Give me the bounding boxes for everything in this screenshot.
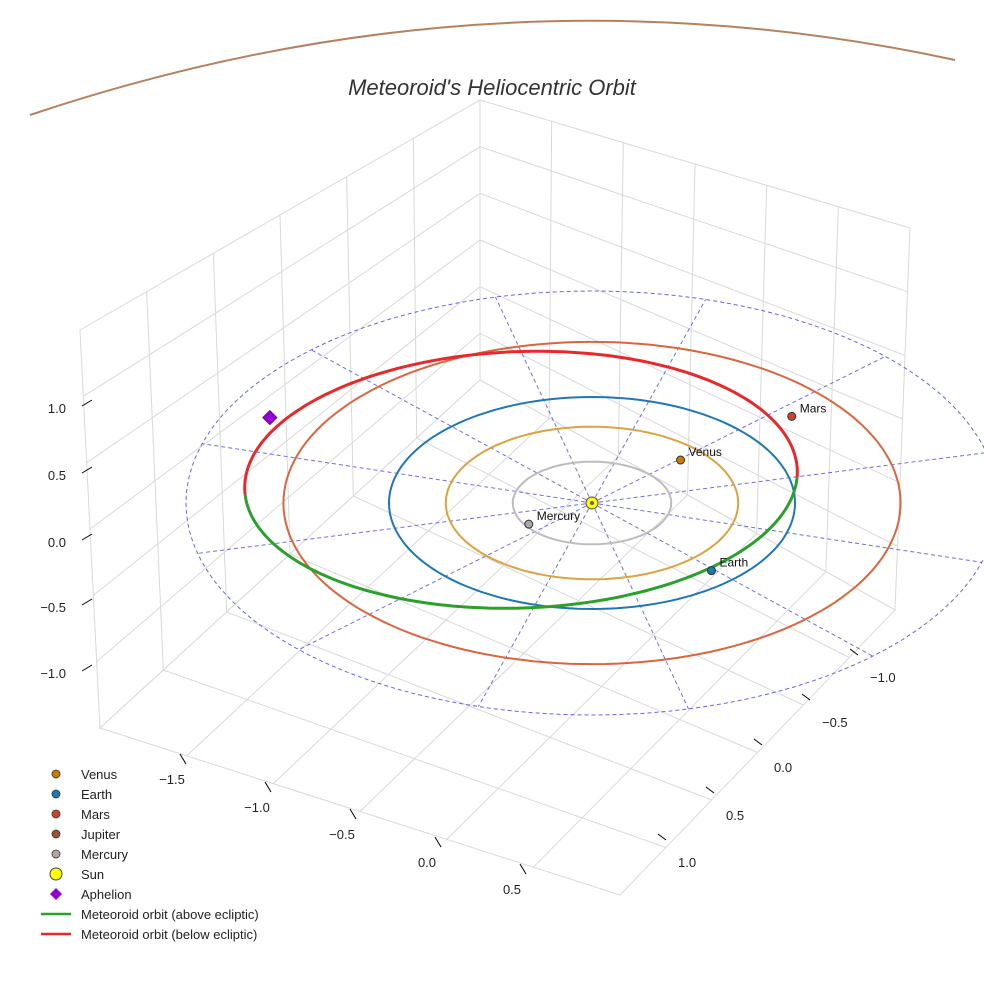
z-tick (81, 598, 93, 606)
y-tick (657, 833, 667, 841)
z-tick-label: 0.0 (48, 535, 66, 550)
y-tick (705, 786, 715, 794)
x-tick-label: 0.5 (503, 882, 521, 897)
planet-label-mars: Mars (800, 401, 827, 415)
grid-line (93, 286, 481, 596)
grid-line (479, 332, 898, 547)
legend-item: Meteoroid orbit (above ecliptic) (41, 907, 259, 922)
planet-marker-earth (706, 566, 716, 576)
legend-label: Earth (81, 787, 112, 802)
ecliptic-reference-ring (185, 290, 984, 716)
sun-core (590, 501, 594, 505)
legend-marker (49, 867, 63, 881)
x-tick-label: 0.0 (418, 855, 436, 870)
aphelion-marker (262, 409, 278, 426)
y-tick-label: 0.0 (774, 760, 792, 775)
z-tick-label: 1.0 (48, 401, 66, 416)
grid-line (89, 239, 481, 530)
legend-item: Meteoroid orbit (below ecliptic) (41, 927, 257, 942)
y-tick-label: 1.0 (678, 855, 696, 870)
grid-line (83, 146, 481, 397)
legend-item: Aphelion (50, 887, 132, 902)
x-tick-label: −0.5 (329, 827, 355, 842)
planet-marker-venus (676, 455, 686, 465)
z-tick-label: 0.5 (48, 468, 66, 483)
grid-panes (79, 99, 911, 896)
legend-marker (51, 809, 61, 819)
legend-label: Meteoroid orbit (below ecliptic) (81, 927, 257, 942)
legend-label: Mercury (81, 847, 128, 862)
y-tick (753, 738, 763, 746)
legend-label: Mars (81, 807, 110, 822)
orbit-venus (444, 425, 740, 581)
legend-item: Mercury (51, 847, 128, 862)
legend-label: Venus (81, 767, 118, 782)
grid-line (416, 437, 850, 658)
axis-ticks: 1.0 0.5 0.0 −0.5 −1.0 −1.5 −1.0 −0.5 0.0 0.5 −1.0 −… (40, 399, 896, 897)
ecliptic-radial-line (311, 349, 593, 504)
x-tick (519, 863, 527, 875)
y-tick (801, 693, 811, 701)
jupiter-orbit-arc (29, 19, 956, 116)
grid-line (96, 332, 481, 663)
chart-title: Meteoroid's Heliocentric Orbit (348, 75, 637, 100)
z-tick (81, 399, 93, 407)
orbit-mars (282, 340, 902, 666)
legend-item: Venus (51, 767, 118, 782)
x-tick-label: −1.0 (244, 800, 270, 815)
legend-marker (51, 829, 61, 839)
orbit-earth (387, 395, 797, 611)
legend-item: Mars (51, 807, 110, 822)
legend-label: Sun (81, 867, 104, 882)
legend-item: Earth (51, 787, 112, 802)
legend-label: Meteoroid orbit (above ecliptic) (81, 907, 259, 922)
orbits (29, 19, 984, 716)
z-tick (81, 466, 93, 474)
legend-label: Aphelion (81, 887, 132, 902)
y-tick-label: 0.5 (726, 808, 744, 823)
planet-label-mercury: Mercury (537, 509, 580, 523)
z-tick-label: −0.5 (40, 600, 66, 615)
z-tick (81, 664, 93, 672)
x-tick (349, 808, 357, 820)
meteoroid-orbit-below (243, 349, 799, 495)
meteoroid-orbit-above (243, 476, 799, 610)
legend-label: Jupiter (81, 827, 121, 842)
grid-line (86, 192, 481, 464)
legend-marker (51, 789, 61, 799)
ecliptic-radial-line (591, 299, 707, 504)
planet-label-earth: Earth (719, 556, 748, 570)
legend-item: Sun (49, 867, 104, 882)
x-tick (179, 753, 187, 765)
legend-marker (50, 888, 62, 900)
y-tick-label: −0.5 (822, 715, 848, 730)
planet-marker-mars (787, 411, 797, 421)
legend-marker (51, 849, 61, 859)
markers: Mercury Venus Earth Mars (262, 401, 827, 576)
y-tick-label: −1.0 (870, 670, 896, 685)
x-tick (264, 781, 272, 793)
legend-item: Jupiter (51, 827, 121, 842)
planet-label-venus: Venus (689, 445, 722, 459)
planet-marker-mercury (524, 519, 534, 529)
x-tick (434, 836, 442, 848)
legend-marker (51, 769, 61, 779)
z-tick (81, 533, 93, 541)
legend: Venus Earth Mars Jupiter Mercury Sun Aphelion M… (41, 767, 259, 942)
ecliptic-radial-line (591, 502, 873, 657)
z-tick-label: −1.0 (40, 666, 66, 681)
ecliptic-radial-line (477, 502, 593, 707)
x-tick-label: −1.5 (159, 772, 185, 787)
y-tick (849, 648, 859, 656)
orbit-mercury (511, 460, 673, 546)
